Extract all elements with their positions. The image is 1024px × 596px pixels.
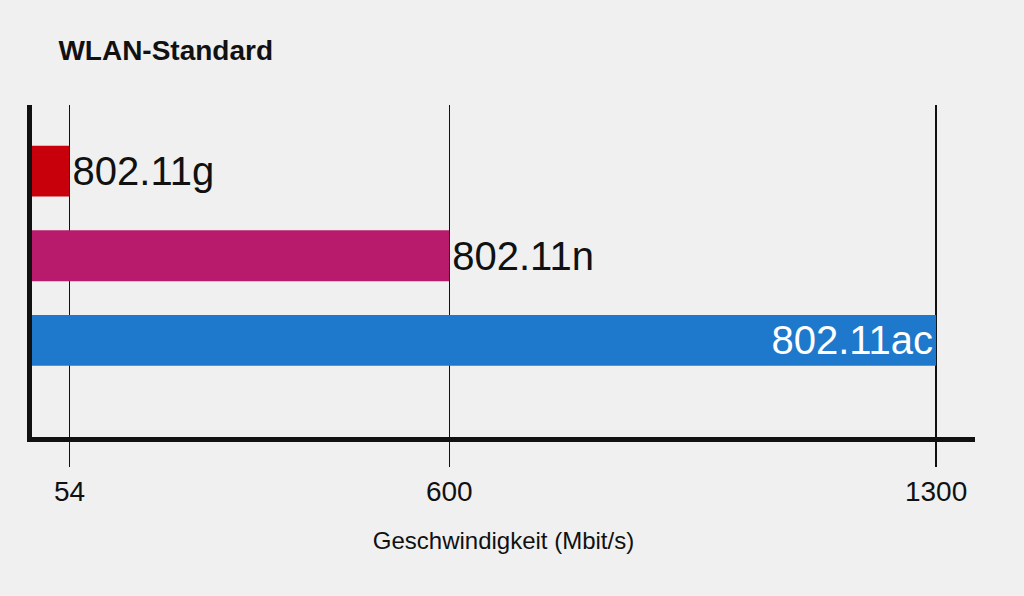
svg-text:802.11n: 802.11n (452, 234, 594, 278)
svg-text:Geschwindigkeit (Mbit/s): Geschwindigkeit (Mbit/s) (373, 527, 634, 554)
svg-text:802.11g: 802.11g (73, 149, 215, 193)
svg-text:600: 600 (426, 476, 473, 507)
svg-text:802.11ac: 802.11ac (771, 318, 933, 362)
svg-text:1300: 1300 (905, 476, 967, 507)
svg-text:WLAN-Standard: WLAN-Standard (58, 35, 273, 66)
svg-text:54: 54 (54, 476, 85, 507)
